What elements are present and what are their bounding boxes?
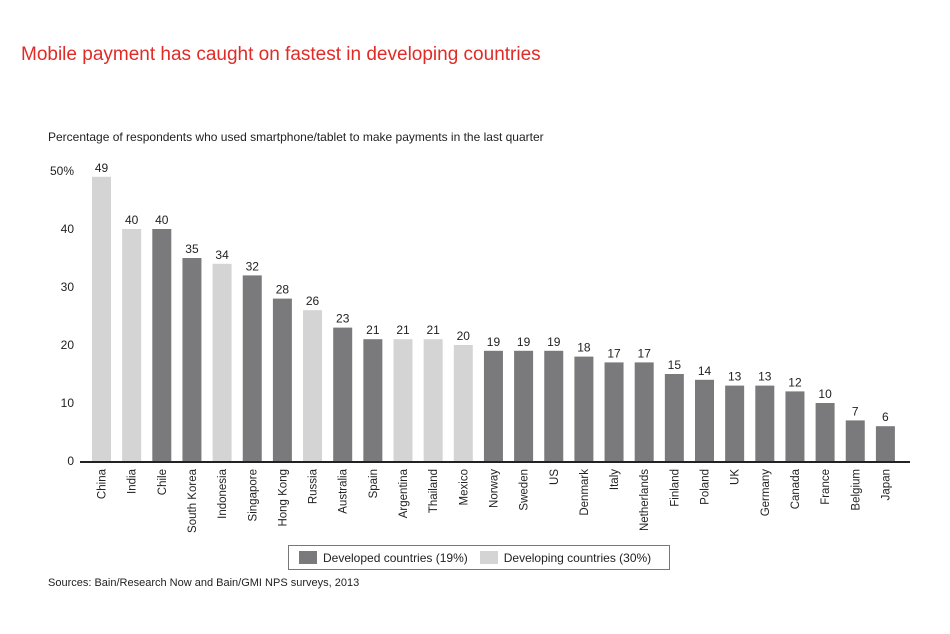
- data-label: 21: [426, 323, 440, 337]
- data-label: 23: [336, 312, 350, 326]
- x-tick-label: India: [127, 468, 139, 494]
- chart-title: Mobile payment has caught on fastest in …: [21, 44, 541, 65]
- bar-france: [815, 403, 835, 461]
- bar-germany: [755, 385, 775, 461]
- bar-south-korea: [182, 258, 202, 461]
- bar-argentina: [393, 339, 413, 461]
- bar-uk: [725, 385, 745, 461]
- bar-mexico: [453, 345, 473, 461]
- legend-label-developed: Developed countries (19%): [323, 550, 468, 565]
- legend-item-developing: Developing countries (30%): [479, 550, 652, 565]
- x-tick-label: Italy: [609, 469, 621, 490]
- chart-subtitle: Percentage of respondents who used smart…: [48, 130, 544, 144]
- data-label: 14: [698, 364, 712, 378]
- bar-singapore: [242, 275, 262, 461]
- data-label: 26: [306, 294, 320, 308]
- y-tick-label: 0: [67, 454, 74, 468]
- data-label: 6: [882, 410, 889, 424]
- data-label: 19: [547, 335, 561, 349]
- data-label: 20: [457, 329, 471, 343]
- x-tick-label: UK: [730, 469, 742, 485]
- legend-swatch-developing: [479, 551, 498, 564]
- data-label: 18: [577, 341, 591, 355]
- x-tick-label: Russia: [308, 468, 320, 504]
- chart-source-note: Sources: Bain/Research Now and Bain/GMI …: [48, 577, 360, 589]
- bar-finland: [664, 374, 684, 461]
- data-label: 19: [517, 335, 531, 349]
- bar-russia: [303, 310, 323, 461]
- x-tick-label: South Korea: [187, 468, 199, 533]
- bar-india: [122, 229, 142, 461]
- x-tick-label: France: [820, 469, 832, 505]
- bar-netherlands: [634, 362, 654, 461]
- x-tick-label: Finland: [669, 469, 681, 507]
- data-label: 21: [396, 323, 410, 337]
- bar-hong-kong: [272, 298, 292, 461]
- x-tick-label: Australia: [338, 468, 350, 513]
- bar-norway: [483, 350, 503, 461]
- bar-chart: 0 10 20 30 40 50% 49 China 40 India 40 Chile 35 South…: [50, 161, 910, 533]
- data-label: 12: [788, 375, 802, 389]
- y-tick-label: 50%: [50, 164, 74, 178]
- x-tick-label: Thailand: [428, 469, 440, 513]
- x-tick-label: Singapore: [247, 469, 259, 521]
- x-tick-label: China: [97, 468, 109, 499]
- y-tick-label: 10: [61, 396, 75, 410]
- data-label: 32: [246, 259, 260, 273]
- data-label: 34: [215, 248, 229, 262]
- x-tick-label: Belgium: [850, 469, 862, 511]
- bar-chile: [152, 229, 172, 461]
- data-label: 35: [185, 242, 199, 256]
- data-label: 40: [155, 213, 169, 227]
- bar-indonesia: [212, 263, 232, 461]
- bar-poland: [695, 379, 714, 461]
- bar-spain: [363, 339, 383, 461]
- x-tick-label: Norway: [488, 469, 500, 508]
- bar-italy: [604, 362, 624, 461]
- bar-us: [544, 350, 564, 461]
- x-tick-label: Japan: [880, 469, 892, 500]
- x-tick-label: Germany: [760, 469, 772, 517]
- legend-swatch-developed: [299, 551, 317, 564]
- y-tick-label: 40: [61, 222, 75, 236]
- legend-label-developing: Developing countries (30%): [503, 550, 652, 565]
- x-tick-label: Mexico: [458, 469, 470, 505]
- data-label: 28: [276, 283, 290, 297]
- y-tick-label: 20: [61, 338, 75, 352]
- data-label: 10: [818, 387, 832, 401]
- x-tick-label: Argentina: [398, 468, 410, 518]
- bar-canada: [785, 391, 805, 461]
- x-tick-label: Poland: [700, 469, 712, 505]
- bar-china: [92, 176, 111, 462]
- data-label: 17: [607, 346, 621, 360]
- bar-thailand: [423, 339, 443, 461]
- bar-japan: [875, 426, 895, 461]
- data-label: 19: [487, 335, 501, 349]
- data-label: 40: [125, 213, 139, 227]
- x-tick-label: US: [549, 469, 561, 485]
- x-tick-label: Denmark: [579, 469, 591, 516]
- x-tick-label: Hong Kong: [277, 469, 289, 527]
- data-label: 21: [366, 323, 380, 337]
- bar-denmark: [574, 356, 594, 461]
- x-tick-label: Indonesia: [217, 468, 229, 518]
- bar-sweden: [514, 350, 534, 461]
- y-tick-label: 30: [61, 280, 75, 294]
- data-label: 13: [758, 370, 772, 384]
- data-label: 13: [728, 370, 742, 384]
- bar-belgium: [845, 420, 865, 461]
- x-tick-label: Canada: [790, 468, 802, 509]
- chart-legend: Developed countries (19%) Developing cou…: [288, 545, 670, 570]
- x-tick-label: Chile: [157, 469, 169, 495]
- x-tick-label: Sweden: [519, 469, 531, 511]
- x-tick-label: Netherlands: [639, 469, 651, 531]
- data-label: 7: [852, 404, 859, 418]
- x-tick-label: Spain: [368, 469, 380, 498]
- data-label: 49: [95, 161, 109, 175]
- bar-australia: [333, 327, 353, 461]
- data-label: 17: [638, 346, 652, 360]
- legend-item-developed: Developed countries (19%): [299, 551, 468, 565]
- data-label: 15: [668, 358, 682, 372]
